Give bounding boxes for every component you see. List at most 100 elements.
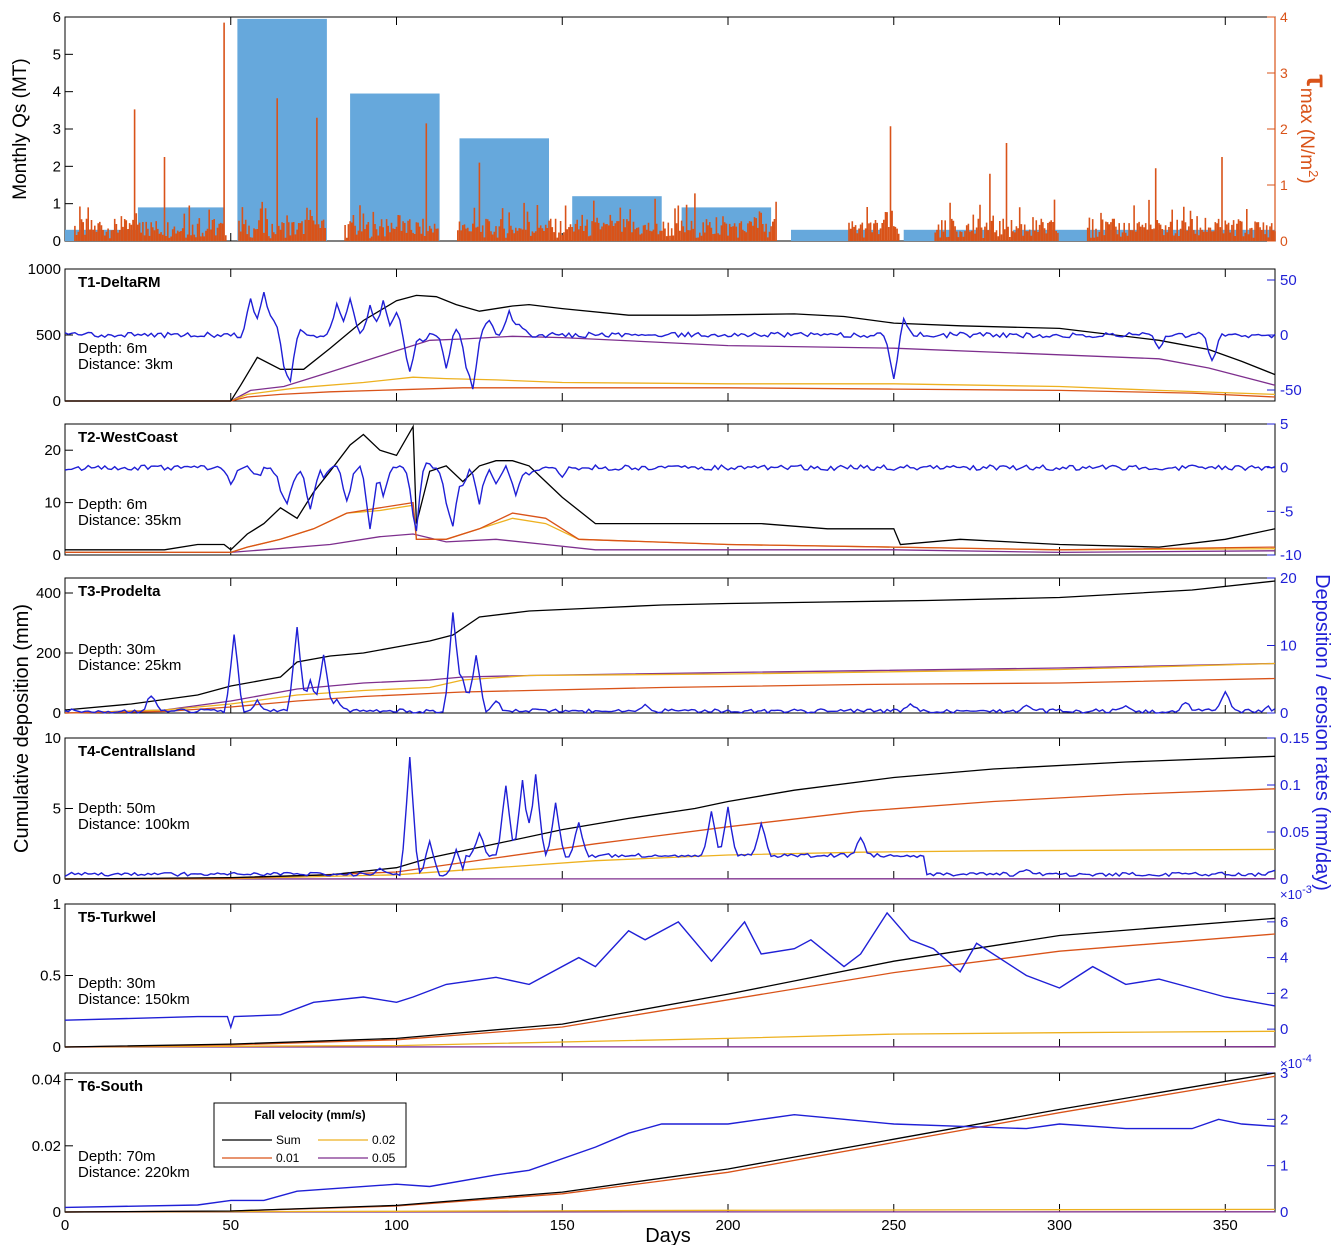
y-right-tick-label-1: 1 — [1280, 177, 1288, 193]
series-v001 — [64, 933, 1276, 1048]
y-right-tick-label-0: 0 — [1280, 233, 1288, 249]
series-v002 — [64, 1208, 1276, 1213]
panel-label-T1: T1-DeltaRM — [78, 274, 161, 291]
y-right-tick-label-1: 0 — [1280, 327, 1288, 344]
legend-box — [213, 1102, 407, 1168]
x-tick-label-5: 250 — [881, 1217, 906, 1234]
panel-distance-T3: Distance: 25km — [78, 657, 181, 674]
series-rate — [64, 462, 1276, 532]
y-tick-label-2: 0.04 — [32, 1072, 61, 1089]
y-right-tick-label-2: 4 — [1280, 950, 1288, 967]
y-tick-label-1: 0.02 — [32, 1138, 61, 1155]
panel-T3: 0 200 400 0 10 20 T3-Prodelta Depth: 30mDistanc… — [36, 570, 1297, 722]
legend: Fall velocity (mm/s) Sum 0.02 0.01 0.05 — [213, 1102, 407, 1168]
legend-label-sum: Sum — [276, 1133, 301, 1147]
y-tick-label-2: 10 — [44, 730, 61, 747]
y-right-tick-label-0: 0 — [1280, 871, 1288, 888]
legend-title: Fall velocity (mm/s) — [254, 1108, 365, 1122]
right-exponent: ×10-4 — [1280, 1053, 1312, 1071]
y-right-tick-label-3: 5 — [1280, 416, 1288, 433]
panel-label-T3: T3-Prodelta — [78, 583, 161, 600]
y-right-tick-label-2: 2 — [1280, 1111, 1288, 1128]
y-tick-label-0: 0 — [53, 871, 61, 888]
y-tick-label-0: 0 — [53, 233, 61, 250]
y-right-tick-label-3: 3 — [1280, 65, 1288, 81]
series-sum — [64, 1072, 1276, 1213]
y-tick-label-5: 5 — [53, 46, 61, 63]
y-tick-label-0: 0 — [53, 393, 61, 410]
series-rate — [64, 1113, 1276, 1209]
right-exponent-sup: -4 — [1302, 1053, 1312, 1065]
panel-T5: 0 0.5 1 0 2 4 6 ×10-3 T5-Turkwel Depth: 30mDistan… — [40, 884, 1312, 1056]
y-tick-label-1: 500 — [36, 327, 61, 344]
series-v002 — [65, 376, 1276, 402]
y-tick-label-1: 1 — [53, 196, 61, 213]
y-tick-label-6: 6 — [53, 9, 61, 26]
panel-depth-T4: Depth: 50m — [78, 800, 156, 817]
y-tick-label-1: 0.5 — [40, 968, 61, 985]
series-sum — [64, 580, 1276, 711]
plot-frame — [64, 903, 1276, 1048]
panel-label-T4: T4-CentralIsland — [78, 743, 196, 760]
y-right-tick-label-2: 20 — [1280, 570, 1297, 587]
xlabel-days: Days — [645, 1225, 691, 1245]
series-rate — [64, 291, 1276, 390]
y-right-tick-label-0: -10 — [1280, 547, 1302, 564]
y-tick-label-0: 0 — [53, 1204, 61, 1221]
plot-frame — [64, 423, 1276, 556]
panel-label-T2: T2-WestCoast — [78, 429, 178, 446]
y-tick-label-3: 3 — [53, 121, 61, 138]
y-right-tick-label-4: 4 — [1280, 9, 1288, 25]
y-tick-label-2: 2 — [53, 158, 61, 175]
y-right-tick-label-0: 0 — [1280, 705, 1288, 722]
y-tick-label-2: 1000 — [28, 261, 61, 278]
panel-T6: 0 0.02 0.04 0 1 2 3×10-4 T6-South Depth: 70mDist… — [32, 1053, 1312, 1245]
ylabel-tau-max: τmax (N/m2) — [1296, 74, 1333, 183]
panel-distance-T2: Distance: 35km — [78, 512, 181, 529]
y-tick-label-2: 400 — [36, 585, 61, 602]
series-v001 — [65, 387, 1276, 402]
series-sum — [64, 917, 1276, 1048]
qs-bar-2 — [350, 93, 440, 242]
y-tick-label-4: 4 — [53, 84, 61, 101]
tau-label-text: max (N/m — [1296, 88, 1317, 170]
legend-label-002: 0.02 — [372, 1133, 396, 1147]
panel-distance-T6: Distance: 220km — [78, 1164, 190, 1181]
y-tick-label-0: 0 — [53, 705, 61, 722]
y-right-tick-label-3: 3 — [1280, 1065, 1288, 1082]
series-v005 — [64, 662, 1276, 714]
qs-bar-7 — [903, 229, 994, 241]
x-tick-label-4: 200 — [715, 1217, 740, 1234]
legend-label-005: 0.05 — [372, 1151, 396, 1165]
series-sum — [64, 755, 1276, 880]
x-tick-label-0: 0 — [61, 1217, 69, 1234]
series-v005 — [65, 533, 1276, 554]
series-sum — [65, 424, 1276, 551]
y-right-tick-label-0: -50 — [1280, 382, 1302, 399]
tau-label-sup: 2 — [1306, 170, 1321, 177]
series-v005 — [65, 335, 1276, 402]
panel-label-T6: T6-South — [78, 1078, 143, 1095]
series-rate — [64, 911, 1276, 1030]
y-right-tick-label-2: 0.1 — [1280, 777, 1301, 794]
y-right-tick-label-1: -5 — [1280, 503, 1293, 520]
y-right-tick-label-2: 2 — [1280, 121, 1288, 137]
panel-T4: 0 5 10 0 0.05 0.1 0.15 T4-CentralIsland Depth: 5… — [44, 730, 1309, 888]
series-v001 — [65, 501, 1276, 554]
series-v002 — [64, 848, 1276, 880]
panel-depth-T5: Depth: 30m — [78, 975, 156, 992]
x-tick-label-6: 300 — [1047, 1217, 1072, 1234]
tau-max-series — [74, 22, 1276, 241]
y-right-tick-label-1: 1 — [1280, 1158, 1288, 1175]
y-tick-label-2: 20 — [44, 442, 61, 459]
series-rate — [64, 756, 1276, 878]
y-right-tick-label-1: 10 — [1280, 638, 1297, 655]
y-tick-label-0: 0 — [53, 1039, 61, 1056]
x-tick-label-1: 50 — [222, 1217, 239, 1234]
ylabel-deposition-rates: Deposition / erosion rates (mm/day) — [1311, 574, 1333, 891]
panel-T1: 0 500 1000 -50 0 50 T1-DeltaRM Depth: 6mDistanc… — [28, 261, 1302, 410]
right-exponent-sup: -3 — [1302, 884, 1312, 896]
plot-frame — [64, 268, 1276, 402]
